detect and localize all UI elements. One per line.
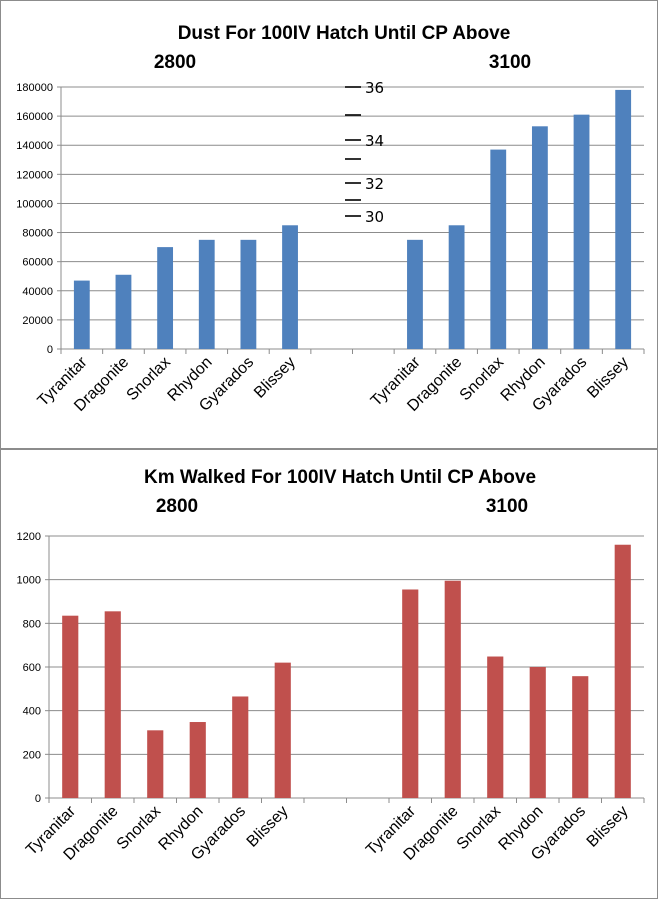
x-category-label: Blissey <box>584 354 632 402</box>
bar <box>157 247 174 349</box>
bar <box>444 580 461 798</box>
y-tick-label: 100000 <box>16 198 53 210</box>
bar <box>115 274 132 349</box>
bar <box>531 126 548 349</box>
y-tick-label: 20000 <box>22 315 53 327</box>
x-category-label: Blissey <box>584 803 632 851</box>
bar <box>198 239 215 349</box>
chart-title: Dust For 100IV Hatch Until CP Above <box>178 23 511 44</box>
bar <box>104 611 121 798</box>
y-tick-label: 0 <box>47 344 53 356</box>
bar <box>490 149 507 349</box>
bar <box>62 615 79 798</box>
y-tick-label: 800 <box>23 618 41 630</box>
bar <box>274 662 291 798</box>
y-tick-label: 140000 <box>16 140 53 152</box>
y-tick-label: 160000 <box>16 111 53 123</box>
x-category-label: Snorlax <box>457 354 507 404</box>
handwritten-annotation: 32 <box>365 175 384 193</box>
dust-chart-panel: Dust For 100IV Hatch Until CP Above 2800 3… <box>0 0 658 449</box>
x-category-label: Snorlax <box>124 354 174 404</box>
bar <box>282 225 298 349</box>
bar <box>572 676 589 798</box>
group-label-left: 2800 <box>156 496 198 517</box>
y-tick-label: 80000 <box>22 228 53 240</box>
bar <box>614 544 631 798</box>
group-label-right: 3100 <box>486 496 528 517</box>
y-tick-label: 40000 <box>22 286 53 298</box>
y-tick-label: 0 <box>35 793 41 805</box>
x-category-label: Snorlax <box>114 803 164 853</box>
bar <box>573 114 590 350</box>
chart-title: Km Walked For 100IV Hatch Until CP Above <box>144 467 536 488</box>
bar <box>240 239 257 349</box>
y-tick-label: 1200 <box>17 531 41 543</box>
bar <box>147 730 164 798</box>
bar <box>615 89 632 350</box>
y-tick-label: 180000 <box>16 82 53 94</box>
bar <box>189 722 206 798</box>
handwritten-annotation: 36 <box>365 79 384 97</box>
y-tick-label: 120000 <box>16 169 53 181</box>
bar <box>487 656 504 798</box>
x-category-label: Blissey <box>244 803 292 851</box>
handwritten-annotation: 34 <box>365 132 384 150</box>
y-tick-label: 600 <box>23 662 41 674</box>
bar <box>529 667 546 798</box>
handwritten-annotation: 30 <box>365 208 384 226</box>
bar <box>73 280 90 349</box>
dust-chart: Dust For 100IV Hatch Until CP Above 2800 3… <box>16 23 645 415</box>
km-chart-panel: Km Walked For 100IV Hatch Until CP Above… <box>0 449 658 899</box>
km-chart: Km Walked For 100IV Hatch Until CP Above… <box>17 467 645 864</box>
y-tick-label: 400 <box>23 706 41 718</box>
bar <box>407 239 423 349</box>
group-label-right: 3100 <box>489 52 531 73</box>
y-tick-label: 1000 <box>17 575 41 587</box>
x-category-label: Snorlax <box>454 803 504 853</box>
y-tick-label: 200 <box>23 749 41 761</box>
group-label-left: 2800 <box>154 52 196 73</box>
x-category-label: Blissey <box>251 354 299 402</box>
bar <box>448 225 465 349</box>
bar <box>402 589 419 798</box>
bar <box>232 696 249 798</box>
y-tick-label: 60000 <box>22 257 53 269</box>
